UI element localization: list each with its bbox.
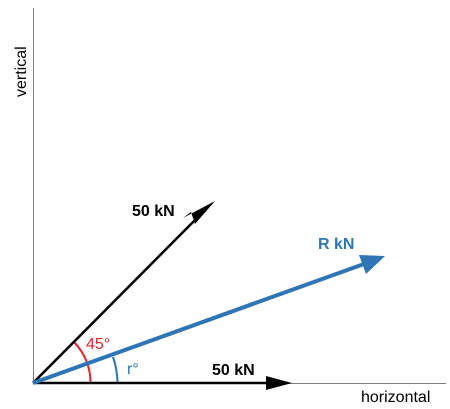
resultant-force-arrowhead	[359, 255, 385, 274]
resultant-force-label: R kN	[318, 236, 354, 253]
resultant-angle-label: r°	[127, 361, 139, 378]
diagonal-force-arrowhead	[183, 201, 215, 224]
diagonal-angle-label: 45°	[86, 336, 110, 353]
diagonal-force-label: 50 kN	[132, 203, 175, 220]
horizontal-axis-label: horizontal	[361, 389, 430, 406]
diagonal-force-arrow	[32, 215, 200, 384]
resultant-force-arrow	[32, 262, 365, 385]
horizontal-force-label: 50 kN	[212, 362, 255, 379]
vertical-axis-label: vertical	[13, 46, 30, 97]
resultant-angle-arc	[112, 356, 119, 384]
horizontal-force-arrowhead	[266, 376, 292, 390]
diagonal-angle-arc	[73, 341, 92, 384]
